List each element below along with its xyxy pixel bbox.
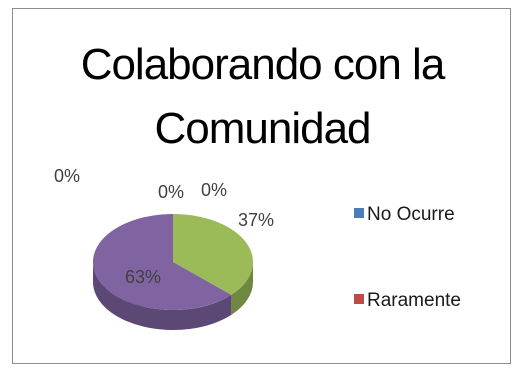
legend-swatch-0 xyxy=(354,208,364,218)
pie-labels: 0% 0% 0% 37% 63% xyxy=(54,166,274,287)
pie-label-1: 0% xyxy=(158,182,184,202)
pie-label-4: 63% xyxy=(125,267,161,287)
pie-slice-side-4 xyxy=(93,262,232,331)
pie-slice-4 xyxy=(93,214,232,310)
legend-swatch-1 xyxy=(354,294,364,304)
pie-slices xyxy=(93,214,254,331)
legend-label-0: No Ocurre xyxy=(367,204,455,225)
pie-label-0: 0% xyxy=(54,166,80,186)
pie-slice-side-3 xyxy=(231,262,253,315)
chart-frame xyxy=(12,8,511,364)
pie-label-2: 0% xyxy=(201,180,227,200)
pie-label-3: 37% xyxy=(238,210,274,230)
legend-label-1: Raramente xyxy=(367,290,461,311)
chart-title-line-2: Comunidad xyxy=(154,104,371,153)
pie-slice-3 xyxy=(173,214,254,295)
legend: No Ocurre Raramente xyxy=(354,204,461,311)
chart-title-line-1: Colaborando con la xyxy=(80,40,446,89)
